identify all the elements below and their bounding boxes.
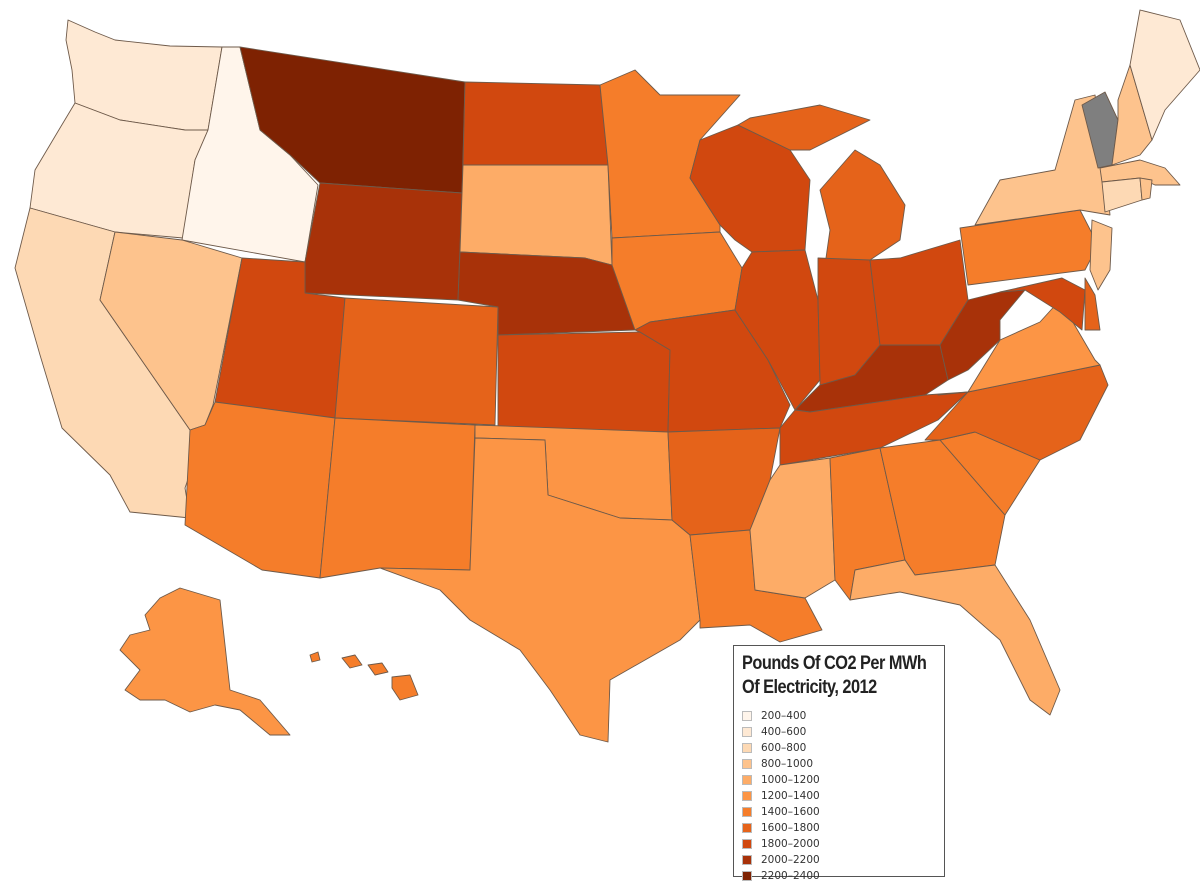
legend-item: 1600–1800	[742, 820, 936, 836]
legend-label: 1600–1800	[761, 822, 820, 834]
legend-swatch	[742, 791, 752, 801]
legend-item: 2000–2200	[742, 852, 936, 868]
legend-item: 400–600	[742, 724, 936, 740]
legend-item: 200–400	[742, 708, 936, 724]
state-south-dakota	[459, 164, 613, 266]
state-new-york	[974, 94, 1111, 226]
legend-swatch	[742, 743, 752, 753]
legend-swatch	[742, 775, 752, 785]
state-connecticut	[1101, 177, 1143, 213]
legend-item: 1800–2000	[742, 836, 936, 852]
state-kansas	[497, 331, 671, 433]
state-tennessee	[779, 391, 969, 466]
state-rhode-island	[1139, 177, 1153, 201]
state-wyoming	[304, 182, 463, 301]
legend-title-line-1: Pounds Of CO2 Per MWh	[742, 653, 927, 674]
legend-label: 200–400	[761, 710, 807, 722]
state-west-virginia	[939, 289, 1026, 381]
legend-item: 2200–2400	[742, 868, 936, 884]
legend-item: 1400–1600	[742, 804, 936, 820]
legend-label: 800–1000	[761, 758, 814, 770]
legend-swatch	[742, 823, 752, 833]
legend-item: 800–1000	[742, 756, 936, 772]
state-delaware	[1084, 277, 1101, 331]
legend-label: 2000–2200	[761, 854, 820, 866]
legend-label: 1000–1200	[761, 774, 820, 786]
legend-item: 600–800	[742, 740, 936, 756]
legend-swatch	[742, 711, 752, 721]
state-michigan	[737, 104, 906, 266]
legend-swatch	[742, 839, 752, 849]
state-colorado	[334, 297, 499, 426]
state-florida	[849, 559, 1061, 716]
state-missouri	[634, 309, 791, 433]
legend-label: 1400–1600	[761, 806, 820, 818]
state-arizona	[184, 401, 336, 579]
legend-swatch	[742, 727, 752, 737]
legend-label: 600–800	[761, 742, 807, 754]
state-texas	[379, 437, 701, 743]
legend-item: 1200–1400	[742, 788, 936, 804]
state-maryland	[999, 277, 1086, 331]
legend-title-line-2: Of Electricity, 2012	[742, 677, 877, 698]
state-hawaii	[309, 651, 419, 701]
legend-swatch	[742, 759, 752, 769]
legend-item: 1000–1200	[742, 772, 936, 788]
legend-label: 1800–2000	[761, 838, 820, 850]
legend-label: 1200–1400	[761, 790, 820, 802]
legend-swatch	[742, 807, 752, 817]
legend-label: 2200–2400	[761, 870, 820, 882]
state-maine	[1129, 9, 1200, 141]
legend-rows: 200–400 400–600 600–800 800–1000 1000–12…	[742, 708, 936, 884]
legend-label: 400–600	[761, 726, 807, 738]
state-alaska	[119, 587, 291, 736]
legend-swatch	[742, 855, 752, 865]
state-north-dakota	[462, 81, 609, 166]
state-new-mexico	[319, 417, 476, 579]
state-new-jersey	[1089, 219, 1113, 291]
legend: Pounds Of CO2 Per MWh Of Electricity, 20…	[733, 645, 945, 882]
legend-swatch	[742, 871, 752, 881]
legend-title: Pounds Of CO2 Per MWh Of Electricity, 20…	[742, 652, 940, 700]
state-nebraska	[457, 251, 636, 336]
